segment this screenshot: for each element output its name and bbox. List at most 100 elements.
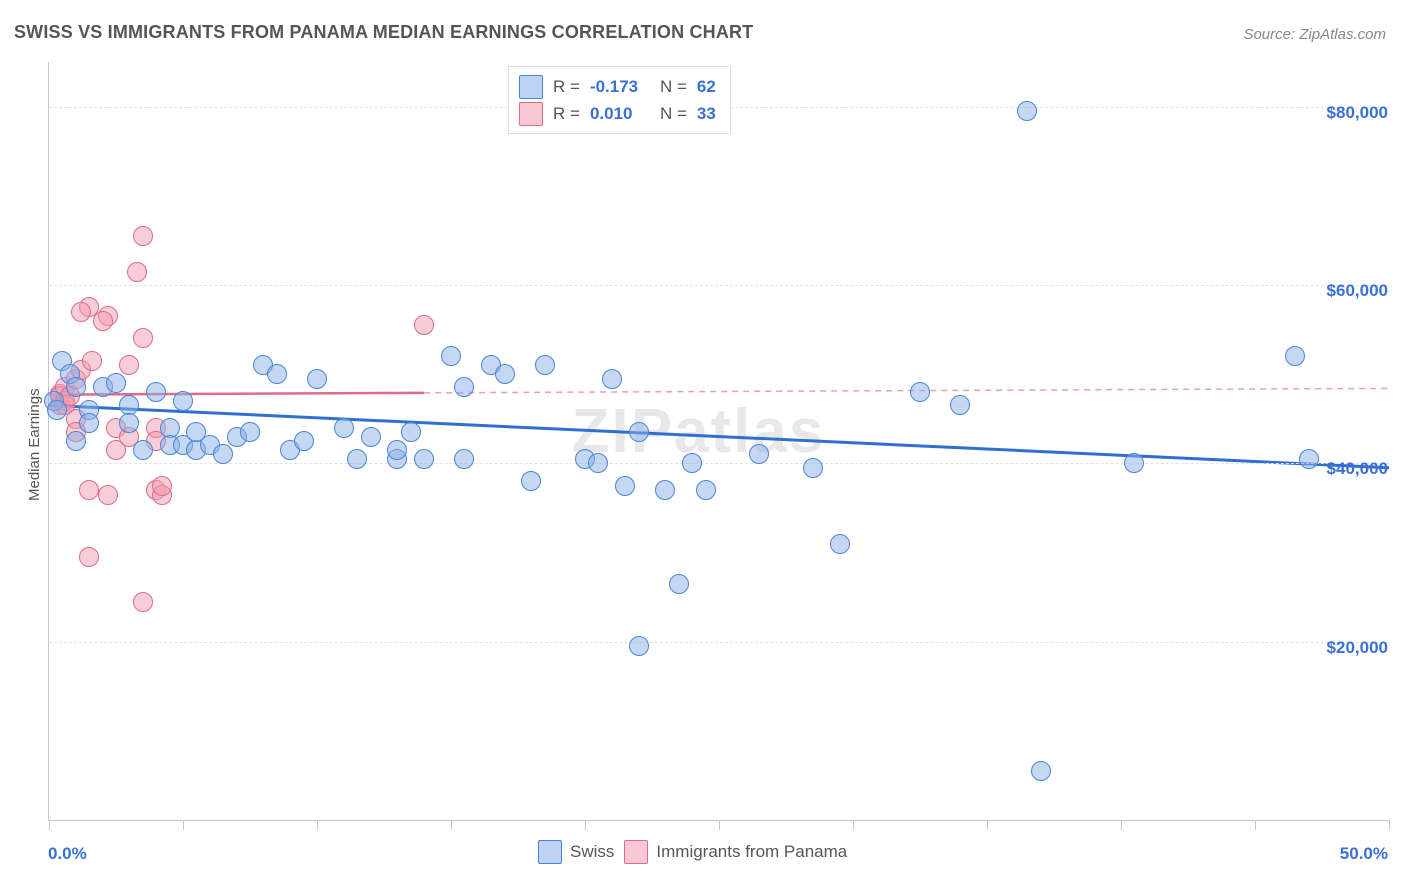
- swiss-point: [334, 418, 354, 438]
- swiss-point: [803, 458, 823, 478]
- swiss-point: [454, 377, 474, 397]
- x-tick: [719, 820, 720, 830]
- legend-swatch: [624, 840, 648, 864]
- y-tick-label: $40,000: [1298, 459, 1388, 479]
- x-tick: [317, 820, 318, 830]
- x-tick-label: 0.0%: [48, 844, 87, 864]
- swiss-point: [441, 346, 461, 366]
- swiss-point: [521, 471, 541, 491]
- panama-point: [133, 226, 153, 246]
- panama-point: [98, 485, 118, 505]
- swiss-point: [119, 413, 139, 433]
- series-legend: Swiss Immigrants from Panama: [538, 840, 847, 864]
- swiss-point: [1124, 453, 1144, 473]
- x-tick: [1389, 820, 1390, 830]
- y-tick-label: $80,000: [1298, 103, 1388, 123]
- panama-point: [127, 262, 147, 282]
- swiss-point: [910, 382, 930, 402]
- x-tick: [585, 820, 586, 830]
- swiss-point: [307, 369, 327, 389]
- panama-point: [82, 351, 102, 371]
- legend-swatch: [519, 102, 543, 126]
- swiss-point: [1017, 101, 1037, 121]
- panama-point: [152, 476, 172, 496]
- legend-item: Immigrants from Panama: [624, 840, 847, 864]
- source-label: Source: ZipAtlas.com: [1243, 26, 1386, 43]
- swiss-point: [267, 364, 287, 384]
- stat-label: N =: [660, 100, 687, 127]
- swiss-point: [401, 422, 421, 442]
- stat-value: 33: [697, 100, 716, 127]
- legend-item: Swiss: [538, 840, 614, 864]
- swiss-point: [950, 395, 970, 415]
- swiss-point: [495, 364, 515, 384]
- swiss-point: [361, 427, 381, 447]
- x-tick: [451, 820, 452, 830]
- x-tick: [1121, 820, 1122, 830]
- swiss-point: [414, 449, 434, 469]
- gridline: [49, 463, 1389, 464]
- swiss-point: [749, 444, 769, 464]
- x-tick-label: 50.0%: [1328, 844, 1388, 864]
- swiss-point: [602, 369, 622, 389]
- swiss-point: [535, 355, 555, 375]
- stat-label: R =: [553, 100, 580, 127]
- stats-row: R = 0.010 N = 33: [519, 100, 716, 127]
- swiss-point: [669, 574, 689, 594]
- y-tick-label: $20,000: [1298, 638, 1388, 658]
- stats-row: R = -0.173 N = 62: [519, 73, 716, 100]
- legend-swatch: [538, 840, 562, 864]
- swiss-point: [454, 449, 474, 469]
- swiss-point: [588, 453, 608, 473]
- panama-point: [79, 480, 99, 500]
- panama-point: [133, 328, 153, 348]
- x-tick: [987, 820, 988, 830]
- swiss-point: [106, 373, 126, 393]
- swiss-point: [1031, 761, 1051, 781]
- stat-value: -0.173: [590, 73, 650, 100]
- gridline: [49, 642, 1389, 643]
- panama-point: [119, 355, 139, 375]
- stat-value: 62: [697, 73, 716, 100]
- panama-point: [79, 547, 99, 567]
- swiss-point: [213, 444, 233, 464]
- swiss-point: [629, 636, 649, 656]
- x-tick: [183, 820, 184, 830]
- swiss-point: [294, 431, 314, 451]
- plot-area: ZIPatlas: [48, 62, 1389, 821]
- gridline: [49, 285, 1389, 286]
- swiss-point: [66, 431, 86, 451]
- y-tick-label: $60,000: [1298, 281, 1388, 301]
- swiss-point: [1285, 346, 1305, 366]
- panama-point: [414, 315, 434, 335]
- swiss-point: [173, 391, 193, 411]
- chart-title: SWISS VS IMMIGRANTS FROM PANAMA MEDIAN E…: [14, 22, 753, 43]
- swiss-point: [629, 422, 649, 442]
- x-tick: [853, 820, 854, 830]
- x-tick: [49, 820, 50, 830]
- stat-value: 0.010: [590, 100, 650, 127]
- swiss-point: [66, 377, 86, 397]
- panama-point: [93, 311, 113, 331]
- legend-label: Immigrants from Panama: [656, 842, 847, 862]
- legend-swatch: [519, 75, 543, 99]
- swiss-point: [830, 534, 850, 554]
- stat-label: N =: [660, 73, 687, 100]
- swiss-point: [696, 480, 716, 500]
- stat-label: R =: [553, 73, 580, 100]
- panama-point: [71, 302, 91, 322]
- panama-point: [133, 592, 153, 612]
- swiss-point: [615, 476, 635, 496]
- x-tick: [1255, 820, 1256, 830]
- swiss-point: [682, 453, 702, 473]
- swiss-point: [133, 440, 153, 460]
- swiss-point: [347, 449, 367, 469]
- y-axis-title: Median Earnings: [26, 388, 43, 501]
- correlation-stats-box: R = -0.173 N = 62 R = 0.010 N = 33: [508, 66, 731, 134]
- swiss-point: [240, 422, 260, 442]
- swiss-point: [146, 382, 166, 402]
- legend-label: Swiss: [570, 842, 614, 862]
- swiss-point: [79, 413, 99, 433]
- swiss-point: [655, 480, 675, 500]
- swiss-point: [47, 400, 67, 420]
